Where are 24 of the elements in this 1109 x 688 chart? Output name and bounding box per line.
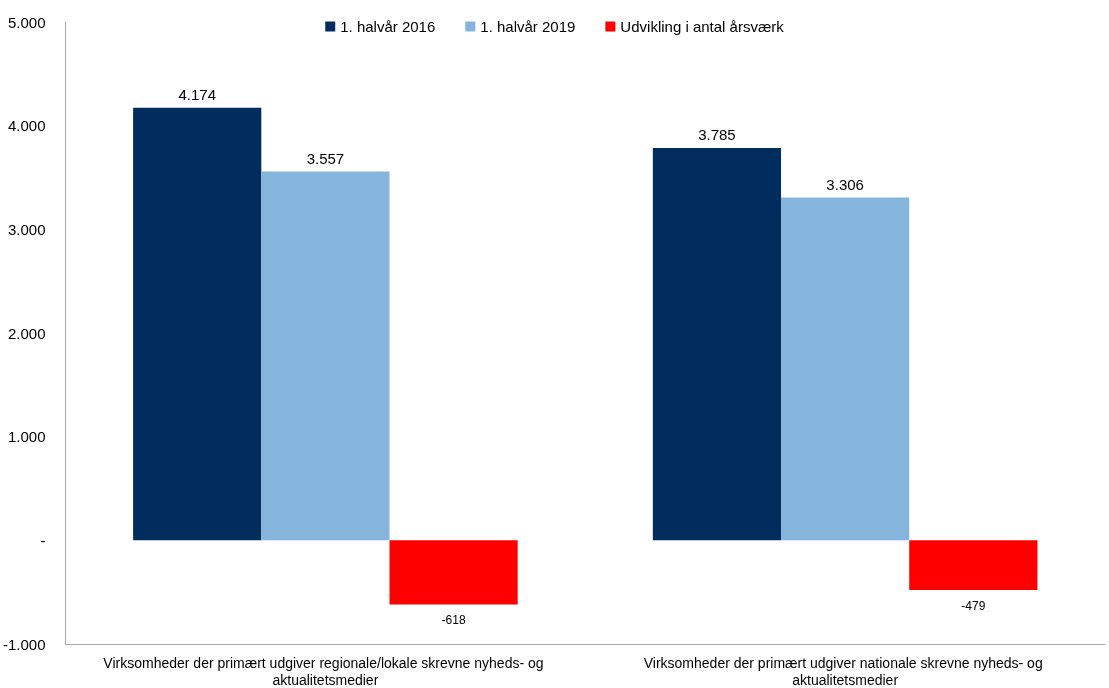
x-tick-label: Virksomheder der primært udgiver nationale skrevne nyheds- og aktualitetsmedier	[643, 654, 1047, 688]
legend-label: Udvikling i antal årsværk	[620, 18, 785, 35]
y-tick-label: 1.000	[7, 428, 46, 446]
legend-label: 1. halvår 2016	[340, 18, 436, 35]
y-tick-label: 5.000	[7, 13, 46, 31]
bar	[261, 171, 390, 541]
data-label: 3.557	[306, 149, 345, 167]
y-tick-label: -1.000	[2, 635, 46, 653]
data-label: 3.785	[698, 125, 736, 143]
data-label: -618	[441, 613, 466, 628]
legend-label: 1. halvår 2019	[480, 18, 576, 35]
bar	[133, 107, 262, 541]
y-tick-label: 3.000	[7, 220, 46, 238]
y-tick-label: 2.000	[7, 324, 46, 342]
bar	[389, 540, 518, 605]
bar	[781, 197, 910, 541]
bar	[909, 540, 1038, 590]
data-label: 4.174	[178, 85, 216, 103]
data-label: -479	[961, 598, 986, 613]
bar	[652, 147, 782, 541]
y-tick-label: 4.000	[7, 117, 46, 135]
x-tick-label: Virksomheder der primært udgiver regionale/lokale skrevne nyheds- og aktualitetsmedier	[103, 654, 548, 688]
y-tick-label: -	[40, 531, 46, 549]
data-label: 3.306	[826, 175, 864, 193]
